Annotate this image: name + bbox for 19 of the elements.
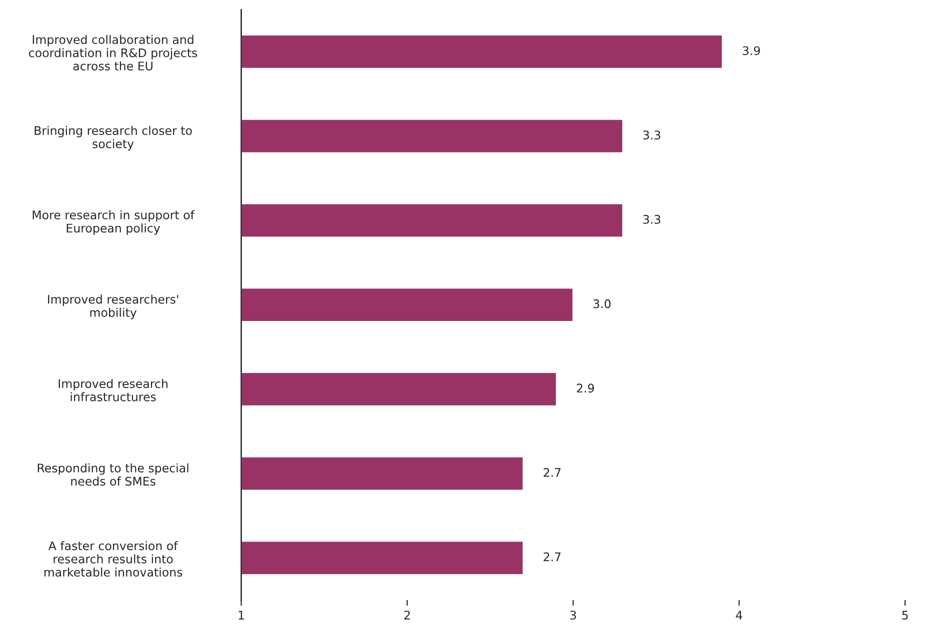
data-label: 2.7 (544, 552, 561, 562)
data-label: 3.9 (742, 46, 760, 56)
x-tick-label: 5 (902, 610, 908, 620)
y-tick-label: More research in support of European policy (32, 210, 195, 235)
y-tick-label: Responding to the special needs of SMEs (38, 463, 188, 486)
y-tick-label: Bringing research closer to society (34, 126, 192, 151)
y-tick-label: Improved collaboration and coordination in R&D projects across the EU (29, 34, 198, 70)
x-tick-label: 3 (570, 610, 576, 620)
x-tick-label: 4 (736, 610, 742, 620)
data-label: 3.3 (643, 214, 660, 224)
y-tick-label: A faster conversion of research results into marketable innovations (44, 541, 182, 577)
data-label: 2.9 (576, 384, 594, 393)
y-tick-label: Improved researchers' mobility (48, 294, 178, 320)
data-label: 3.3 (643, 130, 660, 140)
data-label: 3.0 (594, 299, 611, 308)
x-tick-label: 2 (404, 610, 410, 620)
y-tick-label: Improved research infrastructures (58, 378, 168, 402)
x-tick-label: 1 (238, 610, 244, 620)
data-label: 2.7 (544, 468, 561, 477)
